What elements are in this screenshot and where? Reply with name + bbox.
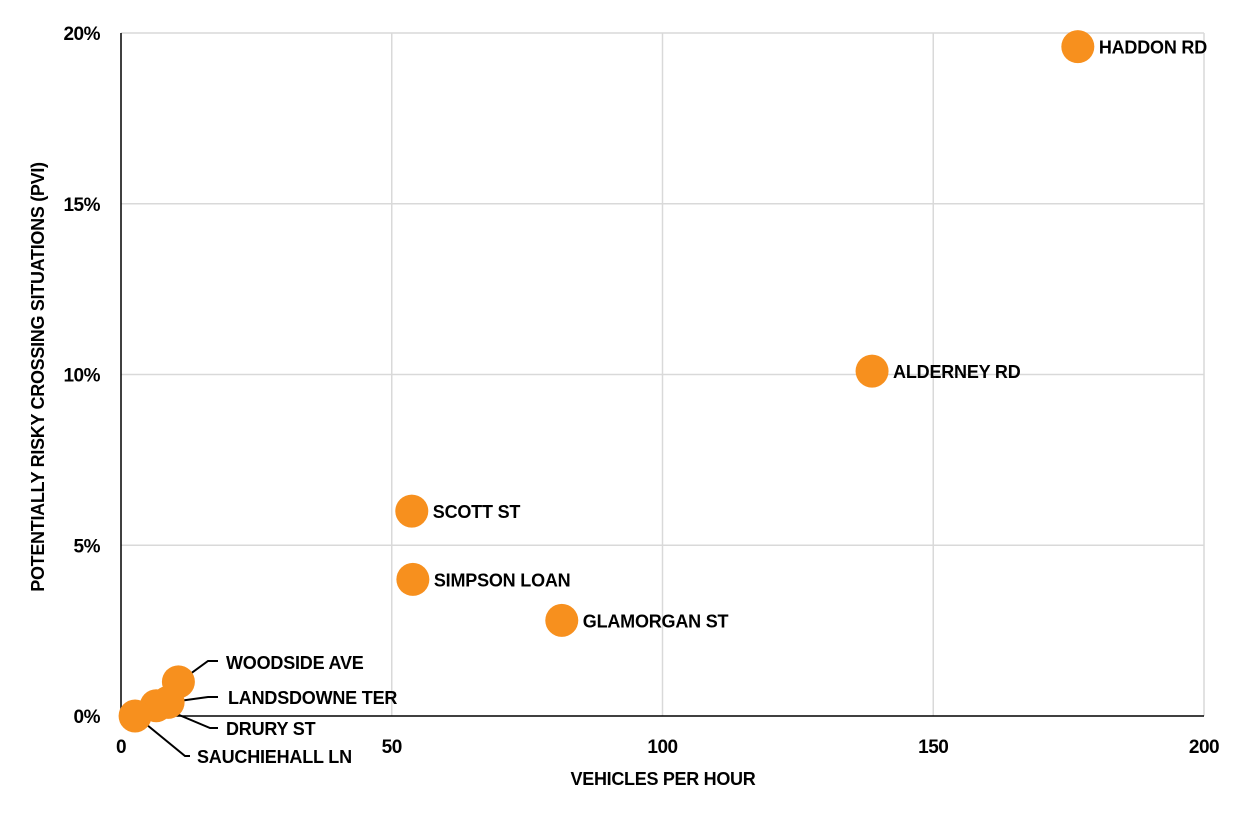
point-label: SAUCHIEHALL LN <box>197 747 352 767</box>
point-label: SIMPSON LOAN <box>434 570 571 590</box>
point-label: ALDERNEY RD <box>893 362 1021 382</box>
x-tick-label: 100 <box>647 737 677 758</box>
point-label: WOODSIDE AVE <box>226 653 364 673</box>
y-tick-label: 0% <box>74 707 101 728</box>
y-axis-title: POTENTIALLY RISKY CROSSING SITUATIONS (P… <box>28 162 48 592</box>
data-point <box>396 562 430 596</box>
point-label: HADDON RD <box>1099 38 1207 58</box>
x-axis-title: VEHICLES PER HOUR <box>571 769 756 789</box>
data-point <box>395 494 429 528</box>
axes <box>120 33 1204 717</box>
tick-labels: 0 50 100 150 200 0% 5% 10% 15% 20% <box>63 24 1219 758</box>
point-labels: HADDON RD ALDERNEY RD SCOTT ST SIMPSON LOAN… <box>197 38 1207 767</box>
x-tick-label: 150 <box>918 737 948 758</box>
y-tick-label: 10% <box>63 366 100 387</box>
data-point <box>1061 30 1095 64</box>
data-points <box>118 30 1095 733</box>
data-point <box>855 354 889 388</box>
point-label: GLAMORGAN ST <box>583 611 729 631</box>
leader-line <box>135 715 190 757</box>
x-tick-label: 200 <box>1189 737 1219 758</box>
point-label: DRURY ST <box>226 719 316 739</box>
point-label: SCOTT ST <box>433 502 521 522</box>
x-tick-label: 0 <box>116 737 126 758</box>
y-tick-label: 5% <box>74 536 101 557</box>
gridlines <box>121 32 1205 716</box>
x-tick-label: 50 <box>382 737 402 758</box>
data-point <box>118 699 152 733</box>
point-label: LANDSDOWNE TER <box>228 688 397 708</box>
y-tick-label: 15% <box>63 195 100 216</box>
data-point <box>545 603 579 637</box>
y-tick-label: 20% <box>63 24 100 45</box>
